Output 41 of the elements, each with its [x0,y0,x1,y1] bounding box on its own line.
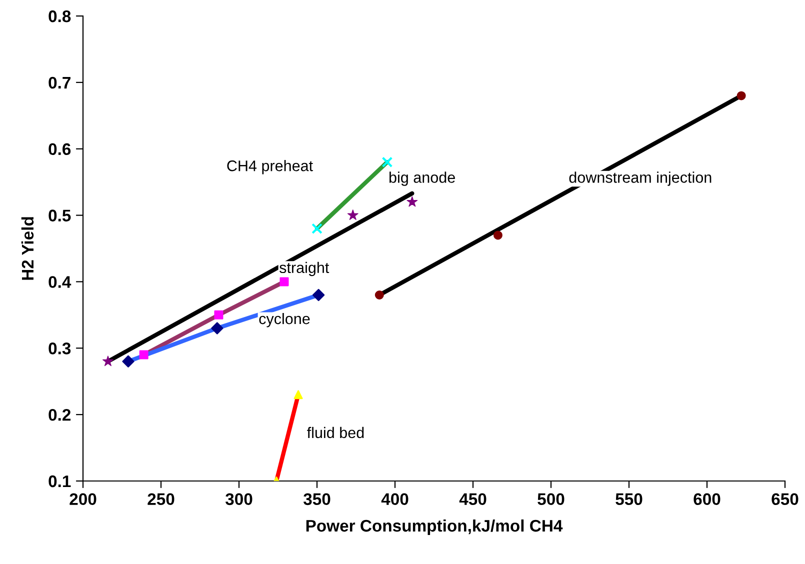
y-tick-label: 0.5 [48,210,71,222]
y-tick-label: 0.1 [48,475,71,488]
point [347,210,358,220]
y-tick-label: 0.8 [48,10,71,22]
point [280,277,289,286]
x-tick-label: 450 [459,493,486,506]
annotation: straight [280,262,330,276]
x-tick-label: 400 [381,493,408,506]
y-tick-label: 0.6 [48,143,71,156]
y-axis-title: H2 Yield [21,217,34,280]
point [102,356,114,366]
point [493,230,502,240]
point [211,322,224,334]
annotation: downstream injection [569,172,712,186]
annotation: cyclone [259,312,310,328]
x-tick-label: 350 [303,493,330,506]
y-tick-label: 0.2 [48,408,71,421]
annotation: CH4 preheat [227,160,313,174]
point [122,355,134,368]
y-tick-label: 0.3 [48,342,71,354]
point [374,290,384,300]
x-tick-label: 600 [694,493,720,506]
point [406,196,418,207]
annotation: fluid bed [307,426,364,438]
x-tick-label: 200 [70,493,96,506]
point [312,288,325,302]
x-tick-label: 250 [148,493,174,506]
x-tick-label: 650 [772,493,798,506]
point [214,310,224,320]
point [382,156,393,168]
annotation: big anode [389,172,455,186]
y-tick-label: 0.7 [48,76,70,89]
x-axis-title: Power Consumption,kJ/mol CH4 [306,519,563,535]
point [736,91,746,100]
x-tick-label: 300 [225,493,252,506]
y-tick-label: 0.4 [48,276,72,288]
x-tick-label: 550 [616,493,642,506]
point [312,223,322,234]
point [294,390,303,400]
point [139,350,148,360]
x-tick-label: 500 [538,493,564,506]
